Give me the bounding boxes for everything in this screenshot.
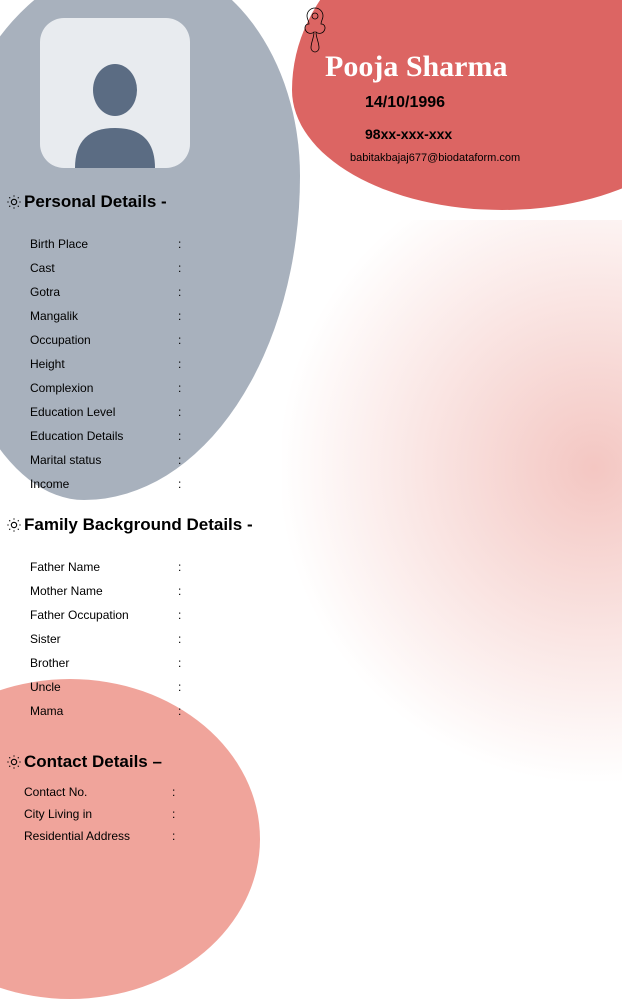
- personal-fields: Birth Place:Cast:Gotra:Mangalik:Occupati…: [30, 238, 602, 490]
- field-colon: :: [178, 406, 190, 418]
- field-colon: :: [178, 585, 190, 597]
- field-colon: :: [178, 478, 190, 490]
- section-personal: Personal Details - Birth Place:Cast:Gotr…: [6, 192, 602, 502]
- field-colon: :: [178, 681, 190, 693]
- field-row: Complexion:: [30, 382, 602, 394]
- family-fields: Father Name:Mother Name:Father Occupatio…: [30, 561, 602, 717]
- section-contact: Contact Details – Contact No.:City Livin…: [6, 752, 602, 852]
- field-label: Father Name: [30, 561, 178, 573]
- date-of-birth: 14/10/1996: [365, 94, 520, 112]
- ganesha-icon: [300, 6, 330, 56]
- field-label: Sister: [30, 633, 178, 645]
- section-header-personal: Personal Details -: [6, 192, 602, 212]
- section-header-family: Family Background Details -: [6, 515, 602, 535]
- field-label: Education Details: [30, 430, 178, 442]
- field-label: Birth Place: [30, 238, 178, 250]
- person-name: Pooja Sharma: [325, 50, 520, 84]
- field-label: Cast: [30, 262, 178, 274]
- section-title-personal: Personal Details -: [24, 192, 167, 212]
- field-label: Height: [30, 358, 178, 370]
- field-label: Income: [30, 478, 178, 490]
- field-row: Uncle:: [30, 681, 602, 693]
- field-row: Father Name:: [30, 561, 602, 573]
- section-header-contact: Contact Details –: [6, 752, 602, 772]
- field-colon: :: [178, 238, 190, 250]
- field-colon: :: [178, 286, 190, 298]
- field-row: Marital status:: [30, 454, 602, 466]
- field-colon: :: [178, 705, 190, 717]
- gear-icon: [6, 517, 22, 533]
- field-colon: :: [178, 609, 190, 621]
- field-row: Residential Address:: [24, 830, 602, 842]
- phone-number: 98xx-xxx-xxx: [365, 126, 520, 142]
- header-block: Pooja Sharma 14/10/1996 98xx-xxx-xxx bab…: [325, 50, 520, 164]
- field-label: Marital status: [30, 454, 178, 466]
- gear-icon: [6, 194, 22, 210]
- field-colon: :: [178, 358, 190, 370]
- field-label: Contact No.: [24, 786, 172, 798]
- field-row: Sister:: [30, 633, 602, 645]
- field-colon: :: [178, 561, 190, 573]
- field-row: Contact No.:: [24, 786, 602, 798]
- contact-fields: Contact No.:City Living in:Residential A…: [24, 786, 602, 842]
- field-label: Occupation: [30, 334, 178, 346]
- field-colon: :: [178, 310, 190, 322]
- field-label: Mother Name: [30, 585, 178, 597]
- field-row: Education Details:: [30, 430, 602, 442]
- field-row: Education Level:: [30, 406, 602, 418]
- section-family: Family Background Details - Father Name:…: [6, 515, 602, 729]
- field-label: Uncle: [30, 681, 178, 693]
- gear-icon: [6, 754, 22, 770]
- field-label: Brother: [30, 657, 178, 669]
- field-colon: :: [178, 633, 190, 645]
- avatar-icon: [65, 58, 165, 168]
- field-colon: :: [178, 657, 190, 669]
- biodata-page: Pooja Sharma 14/10/1996 98xx-xxx-xxx bab…: [0, 0, 622, 879]
- field-row: Mama:: [30, 705, 602, 717]
- field-row: Brother:: [30, 657, 602, 669]
- field-row: Mangalik:: [30, 310, 602, 322]
- field-row: Occupation:: [30, 334, 602, 346]
- field-row: Mother Name:: [30, 585, 602, 597]
- field-colon: :: [178, 382, 190, 394]
- field-colon: :: [178, 334, 190, 346]
- section-title-family: Family Background Details -: [24, 515, 253, 535]
- field-row: Father Occupation:: [30, 609, 602, 621]
- field-label: City Living in: [24, 808, 172, 820]
- field-row: Cast:: [30, 262, 602, 274]
- field-label: Father Occupation: [30, 609, 178, 621]
- field-label: Education Level: [30, 406, 178, 418]
- field-colon: :: [178, 454, 190, 466]
- field-row: Gotra:: [30, 286, 602, 298]
- field-row: City Living in:: [24, 808, 602, 820]
- field-label: Gotra: [30, 286, 178, 298]
- field-row: Income:: [30, 478, 602, 490]
- section-title-contact: Contact Details –: [24, 752, 162, 772]
- field-colon: :: [178, 430, 190, 442]
- field-label: Mangalik: [30, 310, 178, 322]
- field-label: Residential Address: [24, 830, 172, 842]
- field-colon: :: [172, 830, 184, 842]
- photo-placeholder: [40, 18, 190, 168]
- field-label: Mama: [30, 705, 178, 717]
- email-address: babitakbajaj677@biodataform.com: [350, 152, 520, 164]
- field-colon: :: [172, 786, 184, 798]
- field-row: Birth Place:: [30, 238, 602, 250]
- field-colon: :: [178, 262, 190, 274]
- field-row: Height:: [30, 358, 602, 370]
- field-colon: :: [172, 808, 184, 820]
- field-label: Complexion: [30, 382, 178, 394]
